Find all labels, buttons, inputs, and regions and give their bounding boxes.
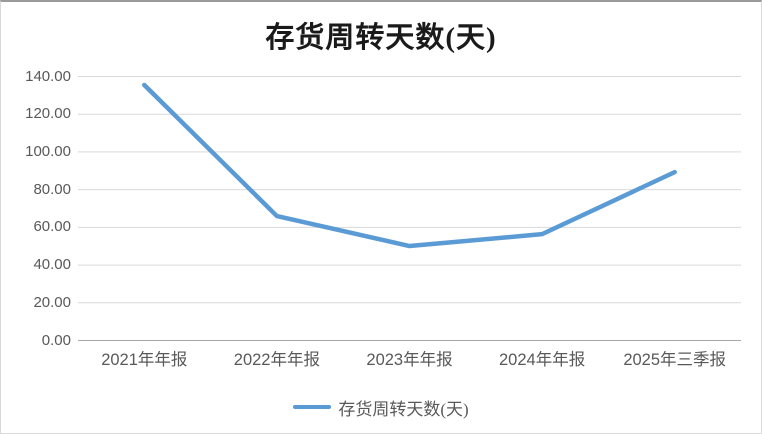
y-tick-label: 40.00 <box>33 256 71 274</box>
y-tick-label: 20.00 <box>33 293 71 311</box>
chart-title: 存货周转天数(天) <box>265 22 497 54</box>
legend: 存货周转天数(天) <box>1 394 761 420</box>
y-tick-label: 120.00 <box>25 105 71 123</box>
series-line <box>142 82 677 249</box>
x-axis-label: 2023年年报 <box>366 351 453 369</box>
y-tick-label: 140.00 <box>25 67 71 85</box>
x-axis-label: 2024年年报 <box>498 351 586 369</box>
x-axis-label: 2025年三季报 <box>623 351 727 369</box>
legend-label: 存货周转天数(天) <box>338 399 469 419</box>
y-tick-label: 100.00 <box>25 142 71 160</box>
legend-line-swatch <box>293 405 332 409</box>
y-tick-label: 0.00 <box>41 331 71 349</box>
x-axis-label: 2022年年报 <box>233 351 320 369</box>
x-axis-label: 2021年年报 <box>101 351 188 369</box>
y-tick-label: 80.00 <box>33 180 71 198</box>
y-tick-label: 60.00 <box>33 218 71 236</box>
